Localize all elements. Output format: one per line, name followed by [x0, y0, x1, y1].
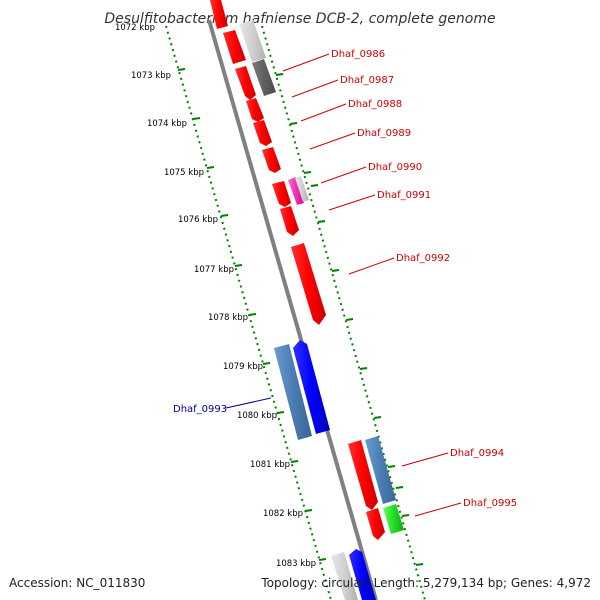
- gene-feature: [288, 177, 304, 205]
- gene-feature: [210, 0, 228, 29]
- kbp-label: 1074 kbp: [147, 119, 187, 129]
- gene-label[interactable]: Dhaf_0989: [357, 128, 411, 139]
- gene-label[interactable]: Dhaf_0986: [331, 49, 385, 60]
- kbp-label: 1082 kbp: [263, 509, 303, 519]
- kbp-label: 1078 kbp: [208, 313, 248, 323]
- major-ticks: [177, 68, 327, 561]
- gene-feature: [246, 98, 264, 122]
- gene-feature: [239, 20, 266, 62]
- gene-feature: [280, 206, 299, 236]
- gene-label[interactable]: Dhaf_0987: [340, 75, 394, 86]
- accession-text: Accession: NC_011830: [9, 576, 145, 590]
- map-title: Desulfitobacterium hafniense DCB-2, comp…: [104, 11, 495, 27]
- kbp-label: 1077 kbp: [194, 265, 234, 275]
- kbp-label: 1076 kbp: [178, 215, 218, 225]
- gene-label[interactable]: Dhaf_0994: [450, 448, 504, 459]
- genome-backbone: [207, 19, 378, 600]
- inner-tick-ring: [165, 25, 332, 600]
- kbp-label: 1081 kbp: [250, 460, 290, 470]
- gene-feature: [253, 120, 272, 146]
- gene-label[interactable]: Dhaf_0993: [173, 404, 227, 415]
- gene-feature: [291, 243, 326, 325]
- gene-feature: [262, 147, 281, 173]
- kbp-label: 1072 kbp: [115, 23, 155, 33]
- gene-label[interactable]: Dhaf_0995: [463, 498, 517, 509]
- genome-summary-text: Topology: circular; Length: 5,279,134 bp…: [260, 576, 591, 590]
- gene-label[interactable]: Dhaf_0991: [377, 190, 431, 201]
- gene-feature: [349, 549, 376, 600]
- kbp-label: 1080 kbp: [237, 411, 277, 421]
- gene-feature: [274, 344, 312, 440]
- gene-feature: [272, 181, 291, 207]
- gene-feature: [331, 552, 358, 600]
- kbp-label: 1083 kbp: [276, 559, 316, 569]
- gene-label[interactable]: Dhaf_0990: [368, 162, 422, 173]
- kbp-label: 1073 kbp: [131, 71, 171, 81]
- gene-feature: [365, 436, 396, 504]
- gene-label[interactable]: Dhaf_0988: [348, 99, 402, 110]
- gene-label[interactable]: Dhaf_0992: [396, 253, 450, 264]
- gene-feature: [223, 30, 246, 64]
- gene-feature: [252, 59, 276, 96]
- kbp-label: 1079 kbp: [223, 362, 263, 372]
- kbp-label: 1075 kbp: [164, 168, 204, 178]
- gene-feature: [348, 440, 378, 510]
- major-ticks-outer: [275, 73, 424, 566]
- gene-feature: [235, 66, 256, 100]
- gene-feature: [293, 340, 330, 434]
- gene-feature: [383, 504, 404, 534]
- gene-feature: [295, 176, 309, 202]
- label-connectors: [225, 53, 462, 517]
- gene-features: [210, 0, 404, 600]
- gene-feature: [366, 508, 385, 540]
